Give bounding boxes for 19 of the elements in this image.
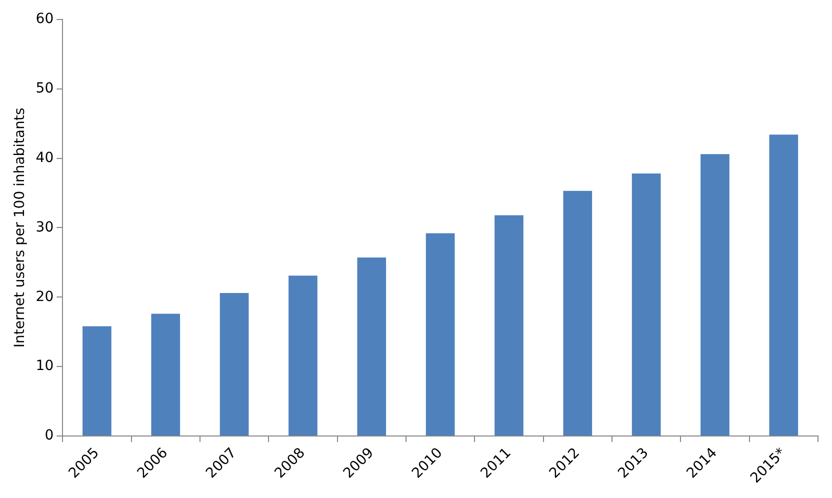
y-tick-label: 50 bbox=[36, 80, 54, 96]
bar bbox=[632, 174, 661, 436]
y-tick-label: 20 bbox=[36, 288, 54, 305]
y-tick-label: 60 bbox=[36, 11, 54, 28]
bar bbox=[494, 215, 524, 436]
bar bbox=[700, 154, 730, 436]
bar bbox=[220, 292, 249, 436]
y-tick-label: 30 bbox=[36, 219, 54, 236]
bar bbox=[357, 258, 386, 436]
y-axis-title: Internet users per 100 inhabitants bbox=[12, 108, 28, 348]
bar bbox=[563, 190, 592, 436]
bar bbox=[769, 134, 798, 436]
bar bbox=[288, 276, 318, 436]
y-tick-label: 40 bbox=[36, 150, 54, 166]
bar bbox=[151, 314, 180, 436]
bar bbox=[426, 233, 455, 436]
y-tick-label: 10 bbox=[36, 358, 54, 374]
bar bbox=[82, 326, 112, 436]
y-tick-label: 0 bbox=[44, 428, 54, 444]
